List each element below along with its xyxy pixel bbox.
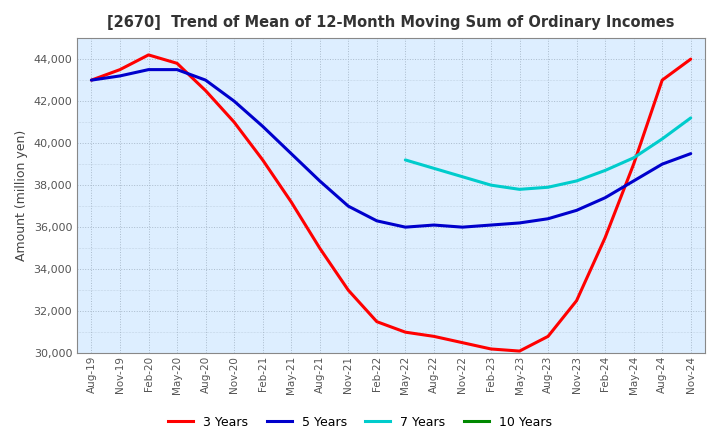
5 Years (430, 222, 438, 227)
3 Years (658, 77, 667, 83)
3 Years (458, 340, 467, 345)
5 Years (173, 67, 181, 72)
3 Years (544, 334, 552, 339)
5 Years (116, 73, 125, 79)
5 Years (401, 224, 410, 230)
5 Years (686, 151, 695, 156)
Title: [2670]  Trend of Mean of 12-Month Moving Sum of Ordinary Incomes: [2670] Trend of Mean of 12-Month Moving … (107, 15, 675, 30)
3 Years (516, 348, 524, 354)
5 Years (344, 204, 353, 209)
3 Years (144, 52, 153, 58)
7 Years (487, 183, 495, 188)
Y-axis label: Amount (million yen): Amount (million yen) (15, 130, 28, 261)
5 Years (516, 220, 524, 226)
3 Years (572, 298, 581, 303)
5 Years (372, 218, 381, 224)
5 Years (544, 216, 552, 221)
5 Years (487, 222, 495, 227)
5 Years (144, 67, 153, 72)
3 Years (600, 235, 609, 240)
5 Years (258, 124, 267, 129)
3 Years (315, 246, 324, 251)
5 Years (629, 178, 638, 183)
7 Years (516, 187, 524, 192)
3 Years (430, 334, 438, 339)
7 Years (658, 136, 667, 142)
5 Years (600, 195, 609, 200)
7 Years (600, 168, 609, 173)
3 Years (344, 287, 353, 293)
Line: 3 Years: 3 Years (91, 55, 690, 351)
5 Years (572, 208, 581, 213)
3 Years (116, 67, 125, 72)
5 Years (315, 178, 324, 183)
3 Years (202, 88, 210, 93)
7 Years (430, 166, 438, 171)
3 Years (401, 330, 410, 335)
3 Years (258, 157, 267, 162)
Line: 5 Years: 5 Years (91, 70, 690, 227)
Line: 7 Years: 7 Years (405, 118, 690, 189)
7 Years (458, 174, 467, 180)
3 Years (173, 61, 181, 66)
5 Years (87, 77, 96, 83)
7 Years (544, 185, 552, 190)
5 Years (202, 77, 210, 83)
3 Years (287, 199, 295, 205)
3 Years (629, 161, 638, 167)
7 Years (686, 115, 695, 121)
3 Years (686, 56, 695, 62)
5 Years (230, 99, 238, 104)
3 Years (87, 77, 96, 83)
3 Years (487, 346, 495, 352)
5 Years (287, 151, 295, 156)
5 Years (658, 161, 667, 167)
3 Years (230, 120, 238, 125)
3 Years (372, 319, 381, 324)
5 Years (458, 224, 467, 230)
Legend: 3 Years, 5 Years, 7 Years, 10 Years: 3 Years, 5 Years, 7 Years, 10 Years (163, 411, 557, 434)
7 Years (572, 178, 581, 183)
7 Years (401, 157, 410, 162)
7 Years (629, 155, 638, 161)
